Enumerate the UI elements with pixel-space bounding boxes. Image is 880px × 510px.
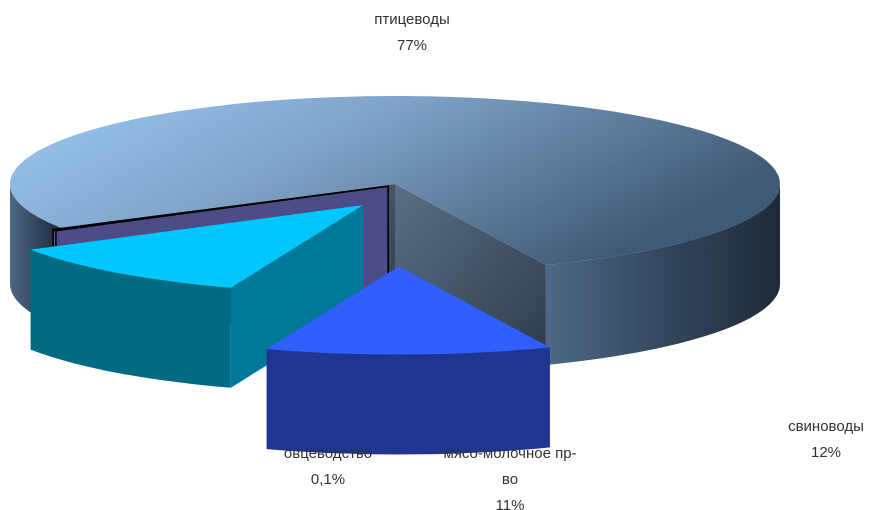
- slice-label: овцеводство: [284, 445, 372, 462]
- slice-top: [52, 185, 389, 232]
- slice-label: свиноводы: [788, 418, 864, 435]
- slice-value-label: 0,1%: [311, 471, 345, 488]
- slice-side: [545, 184, 780, 365]
- pie-slice: [30, 205, 363, 388]
- slice-top: [266, 266, 550, 355]
- pie-slices: [10, 96, 780, 455]
- slice-label: мясо-молочное пр-: [443, 445, 576, 462]
- slice-side: [266, 347, 550, 455]
- pie-labels: птицеводы 77% свиноводы 12% мясо-молочное пр…: [284, 11, 864, 510]
- slice-label: во: [502, 471, 518, 488]
- slice-top: [10, 96, 780, 265]
- slice-value-label: 77%: [397, 37, 427, 54]
- slice-inner-wall: [395, 184, 546, 365]
- slice-value-label: 12%: [811, 444, 841, 461]
- pie-slice: [266, 266, 550, 455]
- slice-top: [30, 205, 363, 288]
- slice-side: [30, 249, 231, 388]
- slice-label: птицеводы: [374, 11, 449, 28]
- slice-value-label: 11%: [496, 497, 525, 510]
